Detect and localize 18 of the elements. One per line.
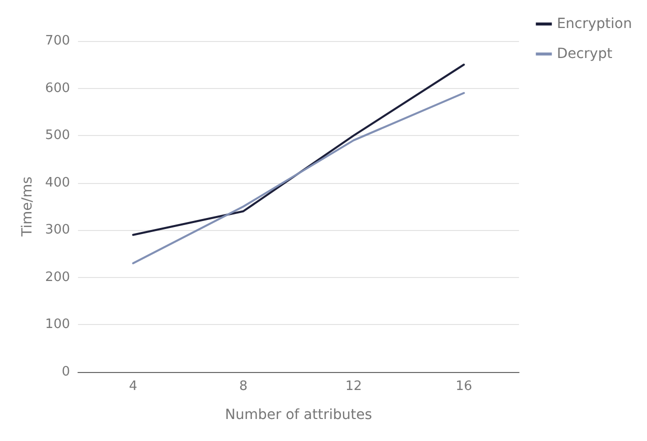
line-series: [132, 64, 465, 236]
y-tick-label: 300: [45, 222, 70, 238]
y-tick-label: 200: [45, 270, 70, 285]
y-tick-label: 100: [45, 317, 70, 332]
legend-label: Decrypt: [556, 46, 613, 62]
x-tick-label: 16: [456, 379, 472, 394]
x-tick-label: 12: [345, 379, 362, 394]
y-tick-label: 0: [62, 364, 70, 380]
y-tick-label: 500: [45, 128, 70, 144]
x-tick-label: 4: [128, 379, 138, 394]
y-tick-label: 400: [45, 175, 70, 190]
y-tick-label: 700: [45, 34, 70, 48]
y-axis-title: Time/ms: [19, 176, 36, 238]
x-tick-label: 8: [239, 379, 248, 394]
x-axis-title: Number of attributes: [225, 407, 372, 423]
legend-label: Encryption: [556, 16, 632, 32]
y-tick-label: 600: [45, 80, 70, 96]
line-series: [132, 92, 465, 264]
